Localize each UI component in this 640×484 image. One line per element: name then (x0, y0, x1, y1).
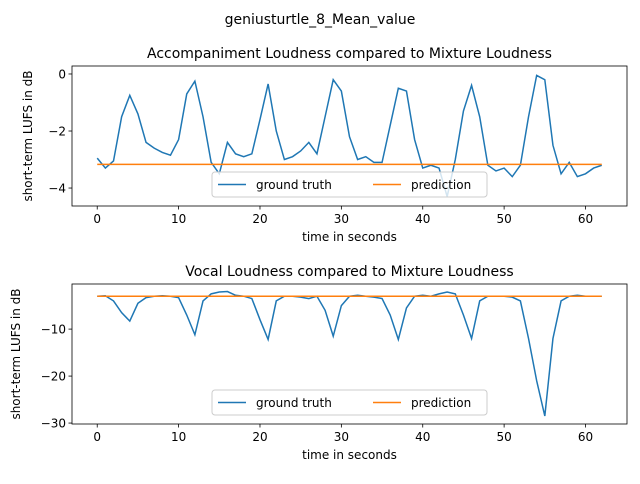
x-tick-label: 30 (334, 430, 349, 444)
figure-title: geniusturtle_8_Mean_value (225, 12, 416, 28)
x-tick-label: 10 (171, 430, 186, 444)
x-axis-label: time in seconds (302, 230, 397, 244)
subplot-title: Vocal Loudness compared to Mixture Loudn… (185, 264, 513, 280)
subplot-title: Accompaniment Loudness compared to Mixtu… (147, 46, 552, 62)
x-tick-label: 40 (415, 212, 430, 226)
x-tick-label: 40 (415, 430, 430, 444)
y-tick-label: 0 (58, 67, 66, 81)
y-axis-label: short-term LUFS in dB (9, 288, 23, 419)
y-tick-label: −2 (48, 125, 66, 139)
y-tick-label: −20 (41, 370, 66, 384)
y-tick-label: −10 (41, 323, 66, 337)
axes-frame (71, 65, 628, 207)
y-axis-label: short-term LUFS in dB (21, 70, 35, 201)
legend-label: prediction (411, 396, 471, 410)
x-tick-label: 0 (93, 212, 101, 226)
legend-label: prediction (411, 178, 471, 192)
axes-frame (71, 283, 628, 425)
legend-box (211, 389, 488, 416)
x-tick-label: 50 (496, 212, 511, 226)
x-tick-label: 0 (93, 430, 101, 444)
y-tick-label: −4 (48, 182, 66, 196)
x-tick-label: 60 (578, 430, 593, 444)
x-tick-label: 10 (171, 212, 186, 226)
y-tick-label: −30 (41, 417, 66, 431)
x-tick-label: 50 (496, 430, 511, 444)
x-tick-label: 20 (252, 212, 267, 226)
x-tick-label: 20 (252, 430, 267, 444)
legend-box (211, 171, 488, 198)
legend-label: ground truth (256, 178, 332, 192)
legend-label: ground truth (256, 396, 332, 410)
data-line (96, 74, 603, 197)
x-tick-label: 60 (578, 212, 593, 226)
x-tick-label: 30 (334, 212, 349, 226)
x-axis-label: time in seconds (302, 448, 397, 462)
